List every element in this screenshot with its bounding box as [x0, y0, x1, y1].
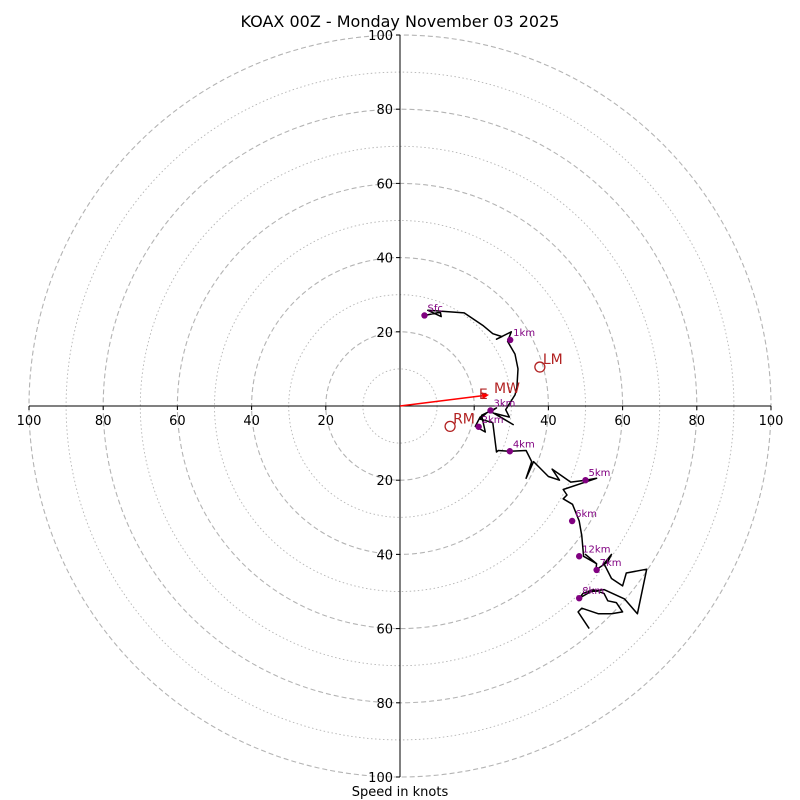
x-axis-label: Speed in knots — [352, 785, 449, 800]
height-marker-4km — [506, 448, 514, 455]
height-label-5km: 5km — [589, 468, 611, 479]
height-label-3km: 3km — [494, 398, 516, 409]
storm-motion-lm-marker — [534, 361, 546, 373]
storm-motion-e-label: E — [479, 387, 488, 403]
mean-wind-arrow — [399, 394, 483, 407]
x-tick-label-left: 20 — [318, 414, 335, 429]
y-tick-label-bottom: 40 — [376, 548, 393, 563]
hodograph-line — [424, 309, 648, 630]
height-label-6km: 6km — [575, 509, 597, 520]
y-tick-label-top: 20 — [376, 326, 393, 341]
height-label-8km: 8km — [582, 586, 604, 597]
storm-motion-rm-marker — [444, 420, 456, 433]
chart-title: KOAX 00Z - Monday November 03 2025 — [241, 12, 560, 31]
y-tick-label-bottom: 100 — [368, 771, 393, 786]
x-tick-label-right: 60 — [614, 414, 631, 429]
y-tick-label-bottom: 20 — [376, 474, 393, 489]
height-marker-5km — [582, 477, 589, 484]
y-tick-label-top: 40 — [376, 252, 393, 267]
x-tick-label-left: 80 — [95, 414, 112, 429]
height-label-7km: 7km — [600, 558, 622, 569]
height-marker-2km — [475, 423, 482, 430]
height-label-12km: 12km — [582, 544, 610, 555]
height-label-Sfc: Sfc — [427, 303, 442, 314]
tick-labels: 20 40 60 80 100 20 40 60 80 100 100 80 60 40 20 40 60 80 1… — [17, 29, 784, 786]
height-marker-1km — [506, 336, 514, 344]
markers: Sfc 1km 2km 3km 4km 5km 6km 12km 7km 8km LM RME — [421, 303, 622, 602]
height-marker-6km — [568, 517, 576, 525]
x-tick-label-right: 80 — [689, 414, 706, 429]
height-label-2km: 2km — [482, 415, 504, 426]
x-tick-label-left: 60 — [169, 414, 186, 429]
height-marker-12km — [575, 553, 583, 560]
height-label-4km: 4km — [513, 439, 535, 450]
x-tick-label-right: 40 — [540, 414, 557, 429]
storm-motion-lm-label: LM — [543, 352, 563, 368]
y-tick-label-top: 80 — [376, 103, 393, 118]
mean-wind-label: MW — [494, 381, 520, 397]
y-tick-label-bottom: 60 — [376, 623, 393, 638]
mean-wind-arrowhead — [481, 392, 489, 400]
y-tick-label-top: 60 — [376, 177, 393, 192]
y-tick-label-top: 100 — [368, 29, 393, 44]
height-label-1km: 1km — [513, 328, 535, 339]
x-tick-label-right: 100 — [759, 414, 784, 429]
height-marker-Sfc — [421, 312, 428, 319]
height-marker-3km — [487, 407, 494, 414]
x-tick-label-left: 100 — [17, 414, 42, 429]
height-marker-8km — [575, 594, 583, 602]
y-tick-label-bottom: 80 — [376, 697, 393, 712]
hodograph-series: MW — [399, 309, 648, 630]
x-tick-label-left: 40 — [243, 414, 260, 429]
height-marker-7km — [593, 566, 600, 574]
storm-motion-rm-label: RM — [453, 411, 475, 427]
